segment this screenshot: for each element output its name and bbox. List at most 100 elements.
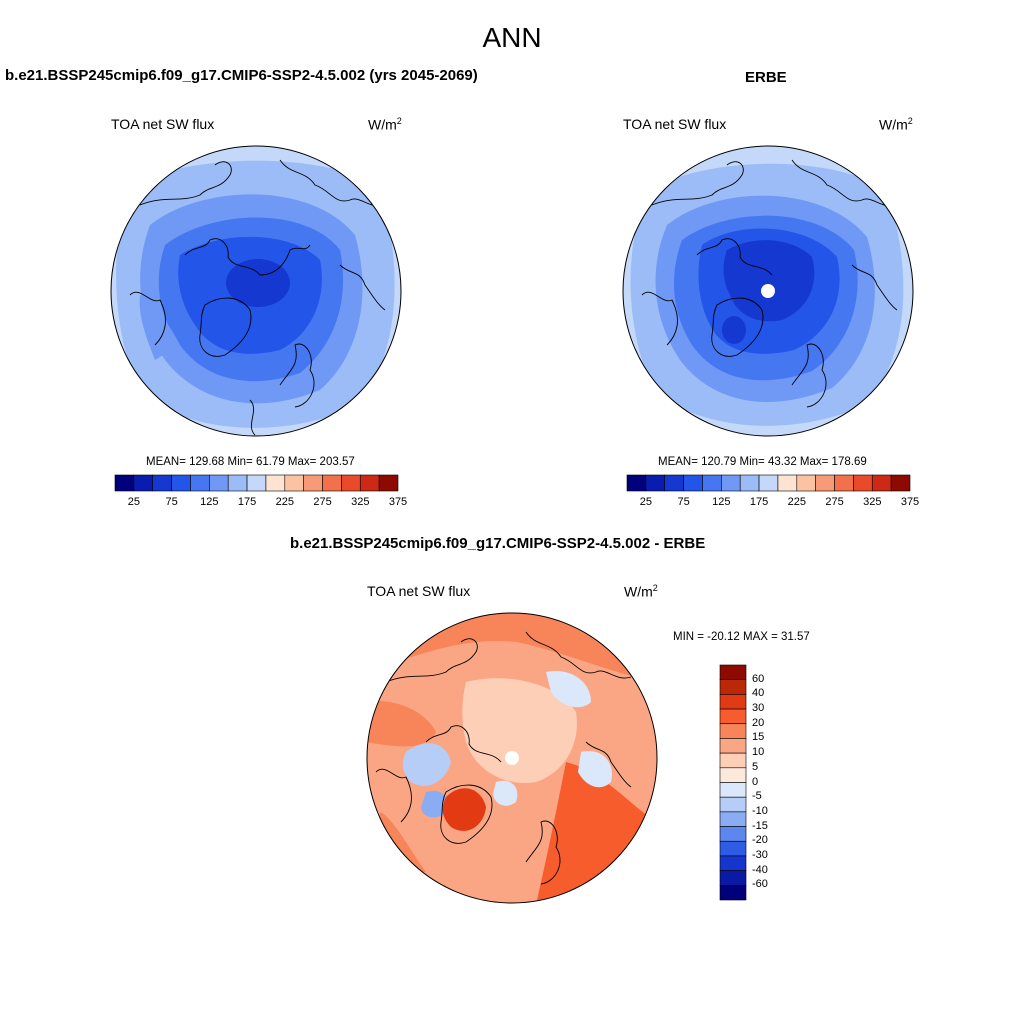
colorbar-swatch (719, 664, 747, 680)
obs-unit-label: W/m2 (879, 116, 913, 133)
colorbar-tick-label: 0 (752, 775, 759, 788)
colorbar-tick-label: -40 (752, 863, 768, 876)
colorbar-swatch (834, 474, 854, 492)
model-colorbar (114, 474, 399, 492)
colorbar-tick-label: 75 (677, 496, 690, 508)
colorbar-swatch (719, 855, 747, 871)
diff-unit-label: W/m2 (624, 583, 658, 600)
model-stats: MEAN= 129.68 Min= 61.79 Max= 203.57 (146, 456, 355, 468)
colorbar-swatch (721, 474, 741, 492)
obs-colorbar (626, 474, 911, 492)
colorbar-tick-label: 375 (388, 496, 408, 508)
colorbar-swatch (815, 474, 835, 492)
model-unit-label: W/m2 (368, 116, 402, 133)
colorbar-swatch (758, 474, 779, 492)
colorbar-swatch (209, 474, 229, 492)
colorbar-tick-label: -30 (752, 848, 768, 861)
obs-variable-label: TOA net SW flux (623, 116, 727, 132)
colorbar-swatch (719, 694, 747, 710)
diff-polar-map (366, 612, 658, 904)
colorbar-tick-label: -10 (752, 804, 768, 817)
colorbar-tick-label: -5 (752, 790, 762, 803)
colorbar-tick-label: 30 (752, 702, 765, 715)
colorbar-tick-label: 125 (200, 496, 219, 508)
obs-colorbar-ticks: 25 75 125 175 225 275 325 375 (627, 496, 919, 510)
colorbar-tick-label: 325 (351, 496, 370, 508)
colorbar-swatch (719, 811, 747, 827)
colorbar-swatch (645, 474, 666, 492)
colorbar-tick-label: 375 (900, 496, 920, 508)
obs-panel-title: ERBE (745, 69, 787, 86)
colorbar-tick-label: -60 (752, 878, 768, 891)
colorbar-swatch (171, 474, 191, 492)
colorbar-swatch (284, 474, 304, 492)
colorbar-swatch (322, 474, 342, 492)
colorbar-swatch (303, 474, 323, 492)
colorbar-tick-label: 75 (165, 496, 178, 508)
colorbar-swatch (719, 723, 747, 739)
colorbar-swatch (341, 474, 361, 492)
colorbar-tick-label: 5 (752, 760, 759, 773)
colorbar-tick-label: 225 (787, 496, 806, 508)
colorbar-swatch (133, 474, 154, 492)
colorbar-tick-label: 25 (639, 496, 652, 508)
colorbar-tick-label: 175 (237, 496, 257, 508)
colorbar-swatch (359, 474, 380, 492)
obs-polar-map (622, 145, 914, 437)
model-variable-label: TOA net SW flux (111, 116, 215, 132)
colorbar-swatch (702, 474, 722, 492)
colorbar-swatch (719, 840, 747, 857)
colorbar-swatch (796, 474, 816, 492)
diff-pole-missing-marker (505, 751, 519, 765)
colorbar-tick-label: -20 (752, 834, 768, 847)
colorbar-swatch (246, 474, 267, 492)
colorbar-swatch (664, 474, 684, 492)
colorbar-swatch (719, 708, 747, 725)
colorbar-swatch (739, 474, 760, 492)
colorbar-swatch (890, 474, 911, 492)
colorbar-swatch (719, 782, 747, 798)
colorbar-swatch (719, 885, 747, 901)
obs-pole-missing-marker (761, 284, 775, 298)
figure-title: ANN (482, 22, 542, 53)
colorbar-swatch (114, 474, 135, 492)
colorbar-swatch (190, 474, 210, 492)
colorbar-swatch (719, 796, 747, 813)
colorbar-tick-label: 15 (752, 731, 765, 744)
model-colorbar-ticks: 25 75 125 175 225 275 325 375 (115, 496, 407, 510)
diff-colorbar-ticks: 60 40 30 20 15 10 5 0 -5 -10 -15 -20 -30 -40 -60 (752, 665, 792, 900)
colorbar-swatch (719, 826, 747, 842)
colorbar-tick-label: 20 (752, 716, 765, 729)
colorbar-tick-label: 175 (749, 496, 769, 508)
colorbar-tick-label: 275 (313, 496, 332, 508)
colorbar-tick-label: 40 (752, 687, 765, 700)
diff-colorbar (719, 664, 747, 901)
colorbar-swatch (871, 474, 892, 492)
obs-stats: MEAN= 120.79 Min= 43.32 Max= 178.69 (658, 456, 867, 468)
colorbar-tick-label: 10 (752, 746, 765, 759)
colorbar-swatch (152, 474, 172, 492)
colorbar-swatch (265, 474, 286, 492)
diff-stats: MIN = -20.12 MAX = 31.57 (673, 631, 810, 643)
colorbar-tick-label: 225 (275, 496, 294, 508)
model-polar-map (110, 145, 402, 437)
colorbar-swatch (719, 679, 747, 695)
colorbar-swatch (719, 752, 747, 769)
colorbar-swatch (719, 870, 747, 886)
colorbar-swatch (683, 474, 703, 492)
colorbar-swatch (853, 474, 873, 492)
colorbar-swatch (626, 474, 647, 492)
colorbar-swatch (378, 474, 399, 492)
colorbar-tick-label: 325 (863, 496, 882, 508)
diff-panel-title: b.e21.BSSP245cmip6.f09_g17.CMIP6-SSP2-4.… (290, 535, 706, 552)
colorbar-swatch (227, 474, 248, 492)
diff-variable-label: TOA net SW flux (367, 583, 471, 599)
colorbar-tick-label: -15 (752, 819, 768, 832)
colorbar-swatch (719, 738, 747, 754)
colorbar-tick-label: 25 (127, 496, 140, 508)
colorbar-swatch (719, 767, 747, 783)
colorbar-swatch (777, 474, 798, 492)
colorbar-tick-label: 60 (752, 672, 765, 685)
model-panel-title: b.e21.BSSP245cmip6.f09_g17.CMIP6-SSP2-4.… (5, 67, 478, 84)
colorbar-tick-label: 275 (825, 496, 844, 508)
